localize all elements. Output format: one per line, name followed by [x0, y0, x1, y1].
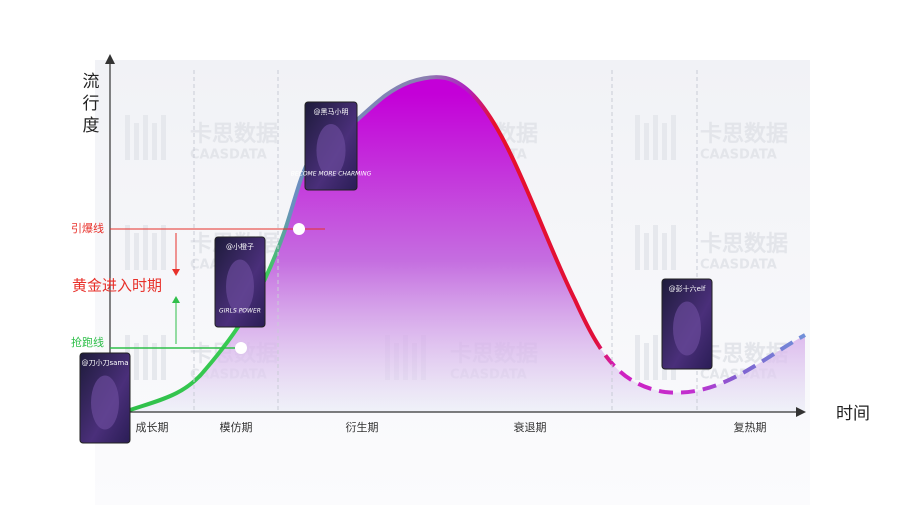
watermark-bar	[635, 225, 640, 270]
watermark-brand: 卡思数据	[190, 121, 278, 147]
watermark-bar	[161, 225, 166, 270]
y-axis-label: 流行度	[83, 72, 100, 136]
watermark-bar	[152, 343, 157, 380]
watermark-bar	[635, 115, 640, 160]
watermark-bar	[143, 225, 148, 270]
watermark-bar	[653, 335, 658, 380]
phase-label: 模仿期	[220, 421, 253, 434]
watermark-bar	[644, 343, 649, 380]
watermark-bar	[653, 225, 658, 270]
card-handle: @彭十六elf	[669, 284, 706, 293]
arrow-head	[172, 269, 180, 276]
y-arrow	[105, 54, 115, 64]
card-poster-text: GIRLS POWER	[219, 308, 261, 315]
golden-label: 黄金进入时期	[72, 277, 162, 295]
watermark-bar	[134, 233, 139, 270]
watermark-bar	[134, 343, 139, 380]
watermark-bar	[125, 225, 130, 270]
watermark-bar	[161, 115, 166, 160]
x-axis-label: 时间	[836, 404, 870, 424]
watermark-bar	[662, 123, 667, 160]
card-figure	[91, 375, 119, 430]
curve-dashed	[598, 333, 806, 395]
ignite-dot	[293, 223, 305, 235]
watermark-bar	[644, 123, 649, 160]
card-handle: @小橙子	[226, 242, 254, 251]
card-handle: @刀小刀sama	[81, 358, 128, 367]
start-label: 抢跑线	[71, 335, 104, 349]
watermark-bar	[671, 225, 676, 270]
watermark-latin: CAASDATA	[190, 148, 267, 163]
watermark-bar	[152, 123, 157, 160]
phase-label: 衍生期	[346, 420, 379, 434]
watermark-bar	[143, 115, 148, 160]
watermark-bar	[671, 115, 676, 160]
start-dot	[235, 342, 247, 354]
watermark-bar	[653, 115, 658, 160]
watermark-bar	[125, 115, 130, 160]
watermark-latin: CAASDATA	[700, 258, 777, 273]
watermark-bar	[152, 233, 157, 270]
card-figure	[316, 123, 346, 177]
arrow-head	[172, 296, 180, 303]
card-figure	[226, 259, 254, 314]
card-poster-text: BECOME MORE CHARMING	[291, 171, 372, 178]
watermark-bar	[644, 233, 649, 270]
watermark-bar	[134, 123, 139, 160]
x-arrow	[796, 407, 806, 417]
phase-label: 衰退期	[514, 420, 547, 434]
watermark-bar	[143, 335, 148, 380]
ignite-label: 引爆线	[71, 221, 104, 235]
watermark-bar	[662, 233, 667, 270]
phase-label: 成长期	[136, 421, 169, 434]
curve-area	[130, 77, 805, 413]
watermark-bar	[161, 335, 166, 380]
card-figure	[673, 301, 701, 356]
watermark-brand: 卡思数据	[700, 231, 788, 257]
watermark-brand: 卡思数据	[700, 121, 788, 147]
watermark-bar	[635, 335, 640, 380]
watermark-latin: CAASDATA	[700, 148, 777, 163]
phase-label: 复热期	[734, 420, 767, 434]
card-handle: @黑马小明	[314, 107, 349, 116]
